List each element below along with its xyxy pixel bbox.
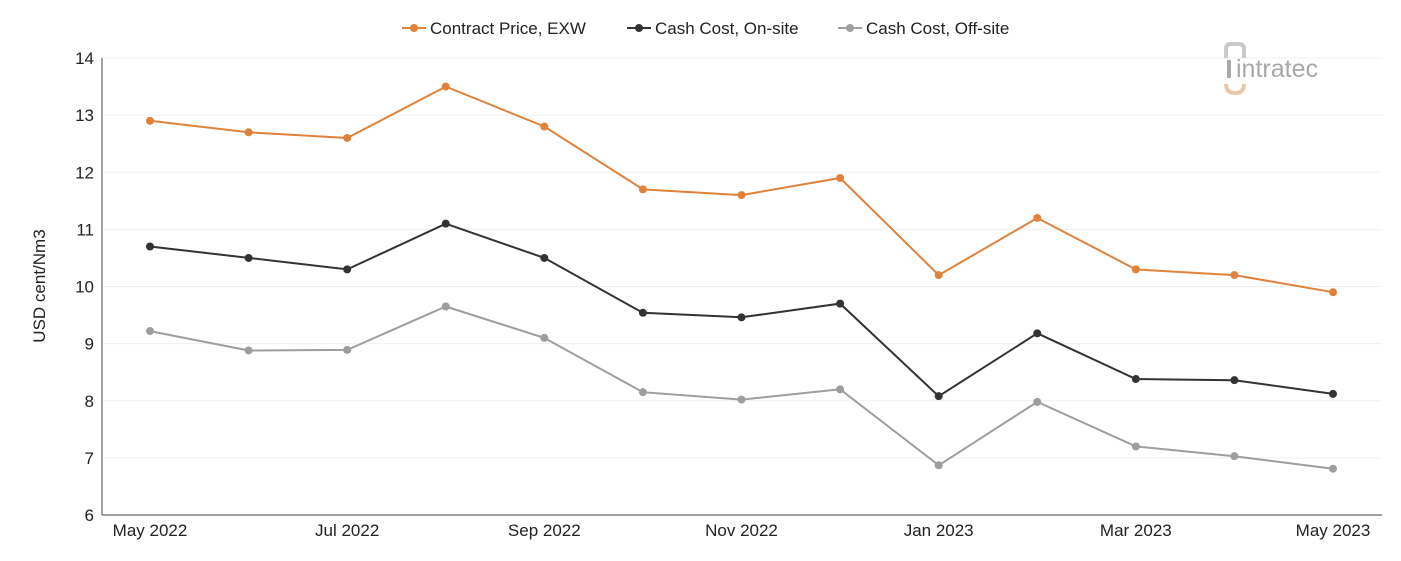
data-point [1033, 213, 1042, 222]
data-point [1033, 397, 1042, 406]
x-tick-label: Nov 2022 [705, 521, 778, 540]
legend: Contract Price, EXW Cash Cost, On-site Cas… [402, 19, 1009, 38]
data-point [540, 253, 549, 262]
data-point [244, 253, 253, 262]
series-3 [146, 302, 1337, 473]
legend-marker [410, 24, 418, 32]
intratec-logo: intratec [1224, 42, 1318, 96]
data-point [1230, 452, 1239, 461]
data-point [540, 122, 549, 131]
x-tick-label: May 2022 [113, 521, 188, 540]
data-point [737, 191, 746, 200]
data-point [343, 265, 352, 274]
legend-marker [846, 24, 854, 32]
legend-item: Contract Price, EXW [402, 19, 586, 38]
x-tick-labels: May 2022 Jul 2022 Sep 2022 Nov 2022 Jan 2023… [113, 521, 1371, 540]
data-point [244, 346, 253, 355]
y-tick-label: 11 [76, 220, 94, 239]
intratec-logo-icon [1224, 42, 1246, 96]
data-point [836, 299, 845, 308]
x-tick-label: Mar 2023 [1100, 521, 1172, 540]
data-point [638, 308, 647, 317]
series-1 [146, 82, 1337, 297]
legend-item: Cash Cost, Off-site [838, 19, 1009, 38]
legend-label: Cash Cost, Off-site [866, 19, 1009, 38]
series-group [146, 82, 1337, 473]
data-point [1131, 265, 1140, 274]
data-point [934, 392, 943, 401]
series-line [149, 85, 1334, 294]
intratec-logo-text: intratec [1236, 55, 1318, 83]
y-tick-label: 6 [85, 506, 94, 525]
data-point [1131, 442, 1140, 451]
data-point [638, 388, 647, 397]
series-line [149, 305, 1334, 470]
y-tick-label: 10 [75, 278, 94, 297]
data-point [244, 128, 253, 137]
data-point [441, 302, 450, 311]
data-point [343, 345, 352, 354]
data-point [1230, 376, 1239, 385]
x-tick-label: Jul 2022 [315, 521, 379, 540]
x-tick-label: May 2023 [1296, 521, 1371, 540]
y-tick-label: 8 [85, 392, 94, 411]
data-point [146, 327, 154, 336]
y-tick-labels: 6 7 8 9 10 11 12 13 14 [75, 49, 94, 525]
legend-label: Cash Cost, On-site [655, 19, 799, 38]
data-point [441, 82, 450, 91]
legend-item: Cash Cost, On-site [627, 19, 799, 38]
y-tick-label: 13 [75, 106, 94, 125]
series-2 [146, 219, 1337, 401]
data-point [638, 185, 647, 194]
data-point [934, 461, 943, 470]
data-point [1329, 288, 1337, 297]
data-point [737, 313, 746, 322]
x-tick-label: Jan 2023 [904, 521, 974, 540]
data-point [737, 395, 746, 404]
grid-lines [102, 57, 1382, 459]
legend-marker [635, 24, 643, 32]
data-point [1033, 329, 1042, 338]
y-tick-label: 12 [75, 163, 94, 182]
axes [101, 58, 1382, 516]
data-point [441, 219, 450, 228]
data-point [1329, 464, 1337, 473]
data-point [836, 385, 845, 394]
data-point [934, 271, 943, 280]
y-axis-title: USD cent/Nm3 [30, 229, 49, 342]
data-point [836, 173, 845, 182]
data-point [1329, 389, 1337, 398]
legend-label: Contract Price, EXW [430, 19, 586, 38]
y-tick-label: 14 [75, 49, 94, 68]
y-tick-label: 9 [85, 335, 94, 354]
data-point [1131, 375, 1140, 384]
series-line [149, 222, 1334, 398]
data-point [1230, 271, 1239, 280]
data-point [146, 242, 154, 251]
y-tick-label: 7 [85, 449, 94, 468]
data-point [540, 333, 549, 342]
data-point [146, 116, 154, 125]
x-tick-label: Sep 2022 [508, 521, 581, 540]
data-point [343, 133, 352, 142]
